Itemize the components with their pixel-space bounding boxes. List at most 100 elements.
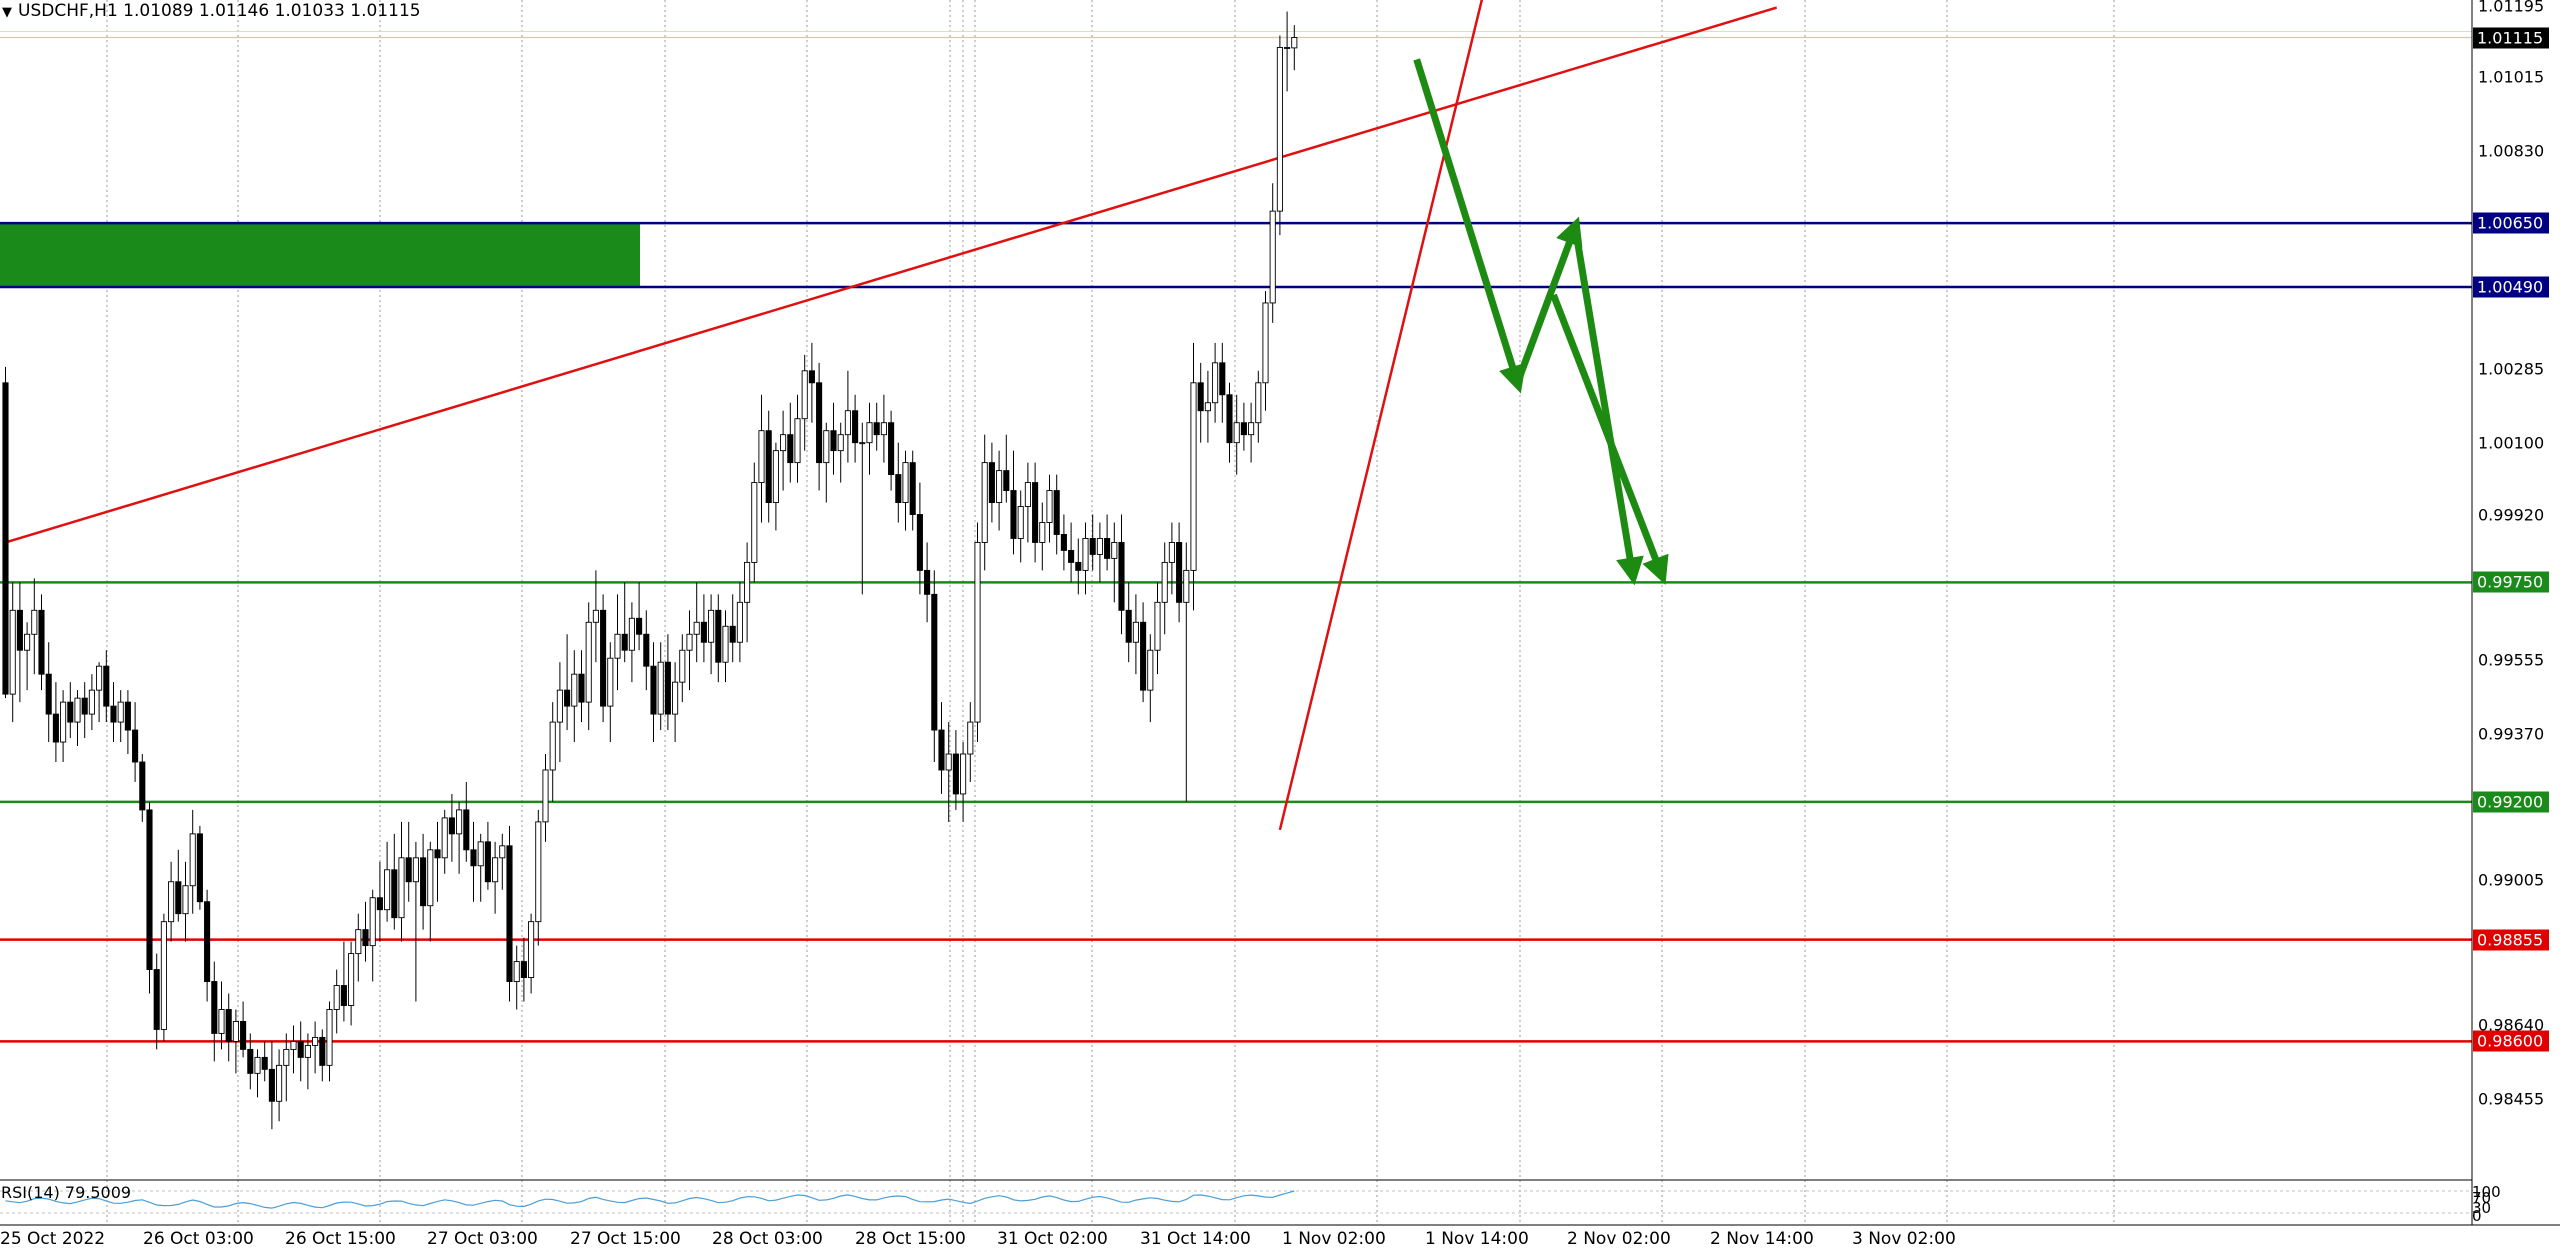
candle bbox=[628, 602, 635, 683]
candle bbox=[708, 594, 715, 675]
candle bbox=[160, 913, 167, 1042]
trendline[interactable] bbox=[1278, 0, 1489, 831]
candle bbox=[945, 722, 952, 822]
candle bbox=[830, 402, 837, 475]
candle bbox=[16, 582, 23, 703]
candle bbox=[1276, 35, 1283, 236]
price-tick: 0.98640 bbox=[2478, 1015, 2545, 1035]
candle bbox=[852, 394, 859, 463]
candle bbox=[1068, 522, 1075, 583]
candle bbox=[1219, 342, 1226, 423]
candle bbox=[1262, 290, 1269, 411]
candle bbox=[672, 662, 679, 743]
candle bbox=[1017, 490, 1024, 563]
candle bbox=[391, 833, 398, 930]
time-tick: 31 Oct 02:00 bbox=[997, 1229, 1108, 1249]
price-tag: 0.99200 bbox=[2473, 791, 2549, 813]
candle bbox=[1176, 522, 1183, 623]
candle bbox=[988, 442, 995, 523]
price-tag: 0.99750 bbox=[2473, 571, 2549, 593]
price-tag: 0.98855 bbox=[2473, 929, 2549, 951]
candle bbox=[441, 809, 448, 874]
time-tick: 28 Oct 15:00 bbox=[855, 1229, 966, 1249]
candle bbox=[1168, 522, 1175, 595]
candle bbox=[1284, 11, 1291, 92]
candle bbox=[110, 682, 117, 743]
time-tick: 27 Oct 15:00 bbox=[570, 1229, 681, 1249]
candles bbox=[2, 11, 1298, 1130]
candle bbox=[679, 634, 686, 703]
candle bbox=[657, 642, 664, 731]
projection-arrow[interactable] bbox=[1413, 58, 1526, 394]
candle bbox=[88, 674, 95, 731]
candle bbox=[412, 841, 419, 1002]
price-tick: 1.01195 bbox=[2478, 0, 2545, 16]
price-tick: 0.99555 bbox=[2478, 650, 2545, 670]
candle bbox=[823, 422, 830, 503]
candle bbox=[1104, 514, 1111, 571]
candle bbox=[643, 610, 650, 691]
price-tag: 0.98600 bbox=[2473, 1030, 2549, 1052]
time-tick: 25 Oct 2022 bbox=[0, 1229, 106, 1249]
candle bbox=[304, 1033, 311, 1090]
projection-arrow[interactable] bbox=[1571, 226, 1644, 586]
candle bbox=[499, 833, 506, 890]
candle bbox=[621, 582, 628, 663]
dropdown-triangle-icon[interactable]: ▼ bbox=[2, 5, 12, 20]
candle bbox=[614, 594, 621, 691]
candle bbox=[1226, 382, 1233, 463]
projection-arrow-alt[interactable] bbox=[1550, 293, 1669, 585]
projection-arrow[interactable] bbox=[1514, 216, 1583, 384]
price-tick: 0.99005 bbox=[2478, 870, 2545, 890]
candle bbox=[312, 1021, 319, 1074]
candle bbox=[909, 450, 916, 531]
candle bbox=[1255, 370, 1262, 443]
candle bbox=[1197, 362, 1204, 443]
symbol-header: ▼ USDCHF,H1 1.01089 1.01146 1.01033 1.011… bbox=[0, 0, 421, 22]
candle bbox=[549, 702, 556, 802]
candle bbox=[24, 622, 31, 691]
candle bbox=[722, 610, 729, 683]
main-pane-bg bbox=[0, 0, 2472, 1180]
price-tick: 0.99920 bbox=[2478, 505, 2545, 524]
candle bbox=[326, 1001, 333, 1082]
candle bbox=[888, 410, 895, 491]
candle bbox=[67, 682, 74, 739]
candle bbox=[571, 650, 578, 743]
candle bbox=[520, 937, 527, 1002]
candle bbox=[376, 861, 383, 942]
candle bbox=[600, 594, 607, 723]
candle bbox=[124, 690, 131, 755]
candle bbox=[715, 594, 722, 683]
candle bbox=[45, 642, 52, 743]
candle bbox=[765, 410, 772, 523]
candle bbox=[916, 482, 923, 595]
time-tick: 27 Oct 03:00 bbox=[427, 1229, 538, 1249]
candle bbox=[189, 809, 196, 914]
candle bbox=[981, 434, 988, 571]
candle bbox=[931, 570, 938, 762]
candle bbox=[585, 602, 592, 731]
candle bbox=[448, 793, 455, 862]
candle bbox=[967, 702, 974, 782]
candle bbox=[369, 889, 376, 982]
candle bbox=[902, 450, 909, 531]
candle bbox=[153, 953, 160, 1050]
price-tick: 0.99370 bbox=[2478, 724, 2545, 744]
symbol-line: USDCHF,H1 1.01089 1.01146 1.01033 1.0111… bbox=[18, 1, 421, 21]
candle bbox=[938, 702, 945, 794]
candle bbox=[1233, 394, 1240, 475]
candle bbox=[434, 821, 441, 902]
candle bbox=[1118, 514, 1125, 635]
projection-arrows bbox=[1413, 58, 1669, 586]
candle bbox=[81, 682, 88, 739]
time-tick: 28 Oct 03:00 bbox=[712, 1229, 823, 1249]
candle bbox=[1147, 634, 1154, 723]
rsi-label: RSI(14) 79.5009 bbox=[1, 1183, 132, 1202]
candle bbox=[787, 402, 794, 483]
candle bbox=[880, 394, 887, 463]
trendline[interactable] bbox=[5, 6, 1778, 544]
candle bbox=[1183, 542, 1190, 802]
rsi-scale-label: 30 bbox=[2472, 1199, 2492, 1217]
